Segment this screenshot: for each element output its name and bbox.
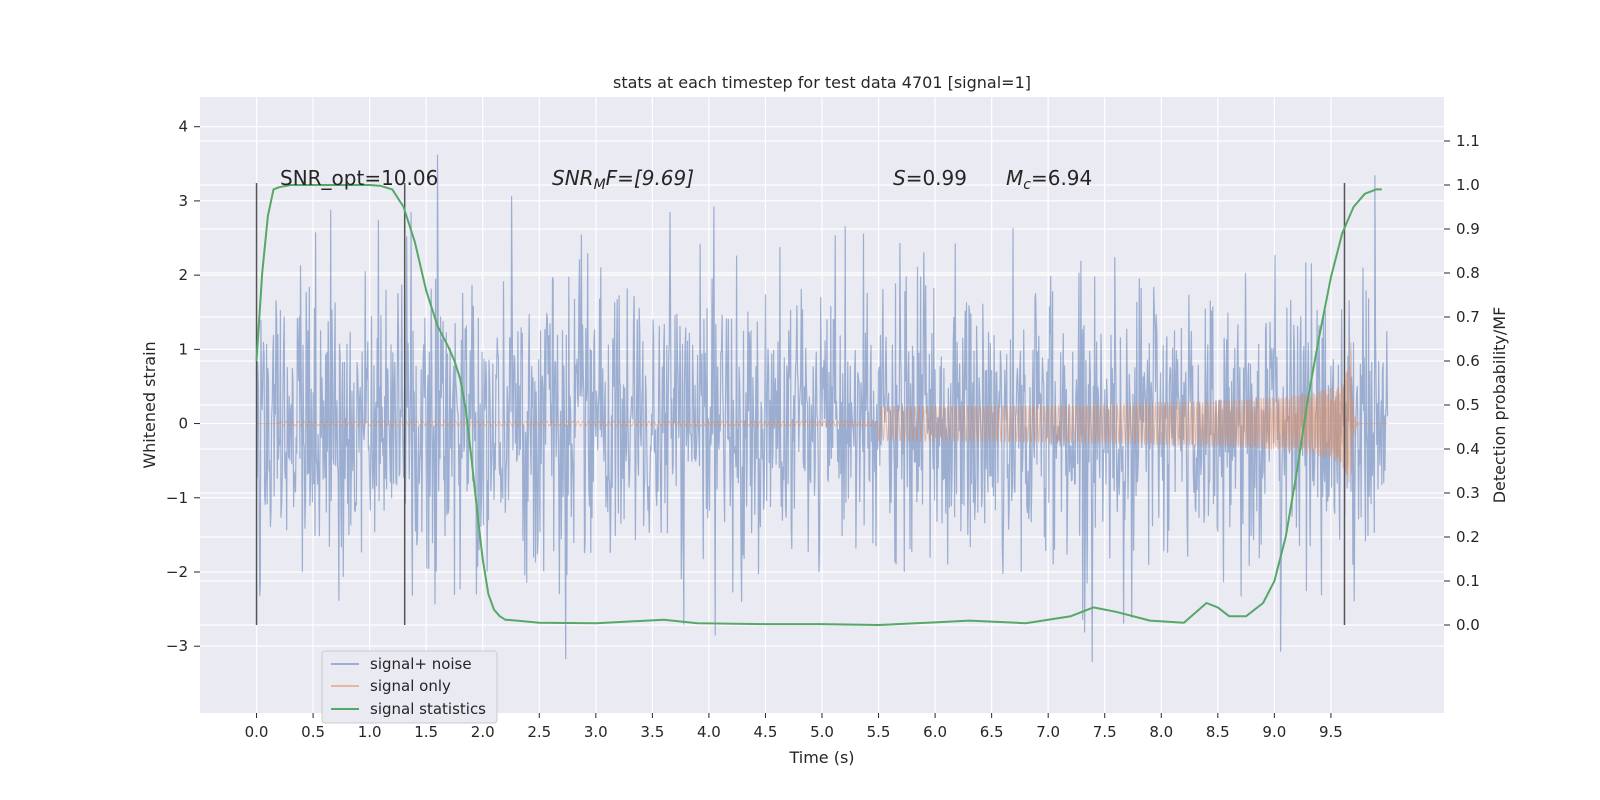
legend-label-signal-statistics: signal statistics: [370, 700, 486, 718]
x-tick-label: 5.0: [810, 723, 834, 741]
y-left-tick-label: 4: [178, 118, 188, 136]
x-tick-label: 0.0: [245, 723, 269, 741]
y-left-tick-label: 0: [178, 415, 188, 433]
x-tick-label: 9.0: [1262, 723, 1286, 741]
x-tick-label: 4.5: [754, 723, 778, 741]
annotation-mc-rest: =6.94: [1031, 166, 1092, 190]
series-signal-only: [256, 342, 1388, 483]
x-tick-label: 7.5: [1093, 723, 1117, 741]
y-right-tick-label: 0.2: [1456, 528, 1480, 546]
legend-label-signal-only: signal only: [370, 677, 451, 695]
signal-series-layer: [256, 342, 1388, 483]
y-left-tick-label: 1: [178, 340, 188, 358]
x-tick-label: 9.5: [1319, 723, 1343, 741]
annotation-mc: Mc=6.94: [1006, 166, 1092, 193]
x-tick-label: 3.0: [584, 723, 608, 741]
y-left-tick-label: −3: [166, 637, 188, 655]
x-tick-label: 4.0: [697, 723, 721, 741]
y-left-tick-label: −2: [166, 563, 188, 581]
y-axis-label-left: Whitened strain: [140, 341, 159, 468]
y-right-tick-label: 0.6: [1456, 352, 1480, 370]
annotation-mc-main: M: [1006, 166, 1023, 190]
y-right-tick-label: 0.7: [1456, 308, 1480, 326]
y-left-tick-label: 2: [178, 266, 188, 284]
x-tick-label: 1.5: [414, 723, 438, 741]
x-tick-label: 6.0: [923, 723, 947, 741]
axis-ticks: 0.0 0.5 1.0 1.5 2.0 2.5 3.0 3.5 4.0 4.5 5.0 5.5 6.0 6…: [166, 118, 1480, 741]
legend-label-signal-noise: signal+ noise: [370, 655, 472, 673]
x-tick-label: 2.0: [471, 723, 495, 741]
y-axis-label-right: Detection probability/MF: [1490, 307, 1509, 504]
vertical-marker-lines: [255, 183, 1346, 625]
x-tick-label: 0.5: [301, 723, 325, 741]
y-right-tick-label: 0.5: [1456, 396, 1480, 414]
x-tick-label: 2.5: [527, 723, 551, 741]
x-tick-label: 1.0: [358, 723, 382, 741]
y-right-tick-label: 0.1: [1456, 572, 1480, 590]
annotation-snr-mf-sub: M: [594, 177, 606, 193]
annotation-snr-mf-rest: F=[9.69]: [606, 166, 694, 190]
x-tick-label: 3.5: [640, 723, 664, 741]
y-right-tick-label: 0.0: [1456, 616, 1480, 634]
x-tick-label: 8.5: [1206, 723, 1230, 741]
y-right-tick-label: 0.3: [1456, 484, 1480, 502]
series-signal-statistics: [255, 184, 1382, 626]
annotation-snr-mf-main: SNR: [552, 166, 594, 190]
annotation-s-main: S: [893, 166, 906, 190]
x-tick-label: 7.0: [1036, 723, 1060, 741]
annotation-snr-opt: SNR_opt=10.06: [280, 166, 438, 190]
y-left-tick-label: −1: [166, 489, 188, 507]
x-tick-label: 6.5: [980, 723, 1004, 741]
annotation-snr-mf: SNRMF=[9.69]: [552, 166, 694, 193]
annotation-s-rest: =0.99: [906, 166, 967, 190]
x-tick-label: 8.0: [1149, 723, 1173, 741]
legend: signal+ noise signal only signal statist…: [321, 650, 498, 724]
y-right-tick-label: 0.4: [1456, 440, 1480, 458]
probability-series-layer: [255, 184, 1382, 626]
x-tick-label: 5.5: [867, 723, 891, 741]
y-right-tick-label: 1.1: [1456, 132, 1480, 150]
chart-title: stats at each timestep for test data 470…: [613, 73, 1031, 92]
legend-box: [321, 650, 498, 724]
y-right-tick-label: 0.8: [1456, 264, 1480, 282]
x-axis-label: Time (s): [788, 748, 854, 767]
y-right-tick-label: 0.9: [1456, 220, 1480, 238]
y-left-tick-label: 3: [178, 192, 188, 210]
y-right-tick-label: 1.0: [1456, 176, 1480, 194]
annotation-s: S=0.99: [893, 166, 967, 190]
annotation-mc-sub: c: [1023, 177, 1031, 193]
